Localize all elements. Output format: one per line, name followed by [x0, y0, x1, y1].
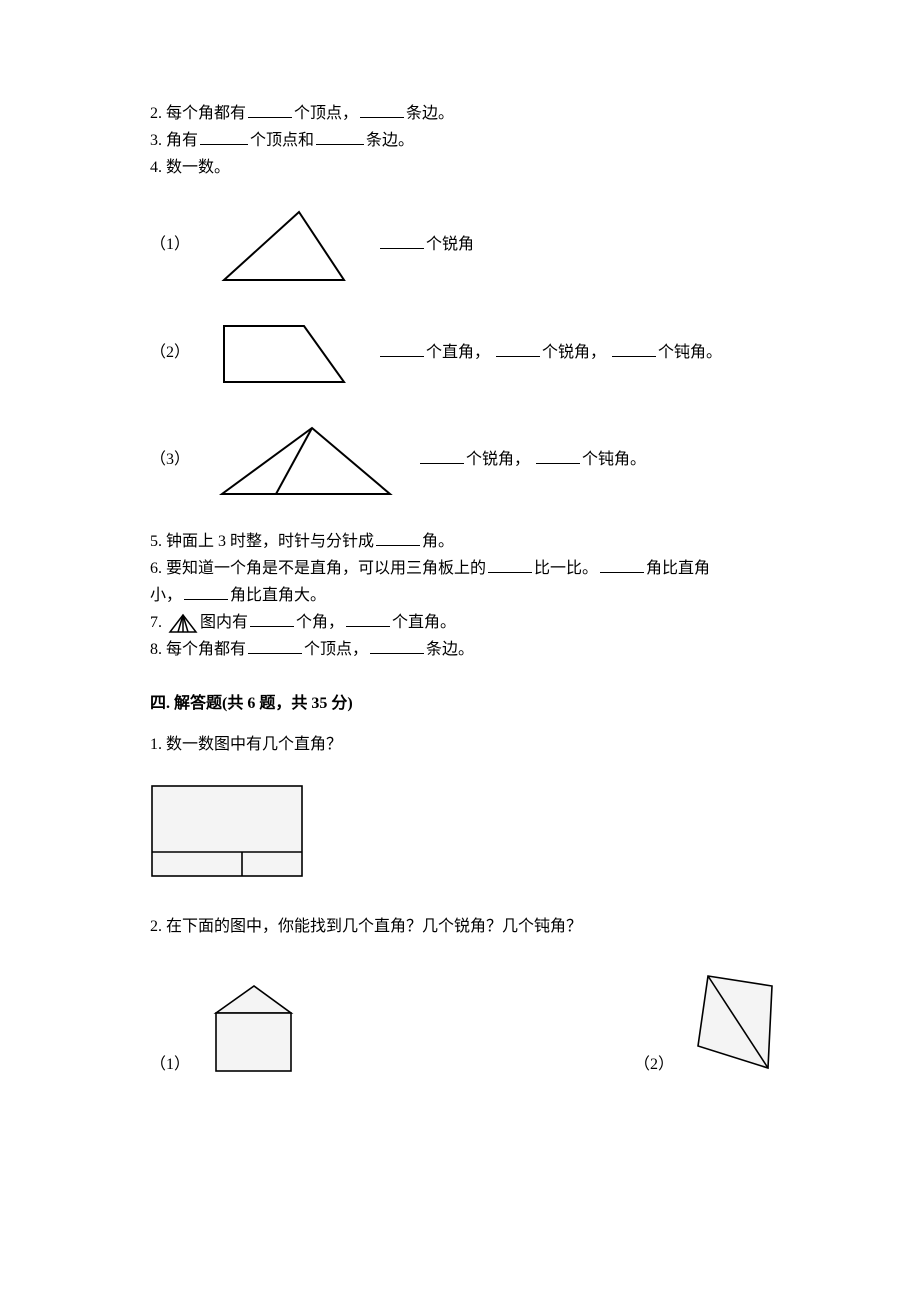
text: 图内有	[200, 614, 248, 631]
text: 个顶点和	[250, 132, 314, 149]
q4-part1: （1） 个锐角	[150, 200, 790, 290]
text: 5. 钟面上 3 时整，时针与分针成	[150, 533, 374, 550]
q4-part2: （2） 个直角， 个锐角， 个钝角。	[150, 314, 790, 392]
text: 个锐角，	[542, 344, 606, 361]
blank[interactable]	[600, 556, 644, 573]
question-6: 6. 要知道一个角是不是直角，可以用三角板上的 比一比。 角比直角 小， 角比直角大。	[150, 555, 790, 609]
blank[interactable]	[360, 101, 404, 118]
question-2: 2. 每个角都有 个顶点， 条边。	[150, 100, 790, 127]
part-number: （1）	[150, 1051, 206, 1078]
section-4-q2-figures: （1） （2）	[150, 968, 790, 1078]
text: 7.	[150, 614, 166, 631]
small-triangle-icon	[168, 612, 198, 634]
answer-group: 个锐角	[378, 231, 474, 258]
text: 个直角，	[426, 344, 490, 361]
text: 个顶点，	[294, 105, 358, 122]
worksheet-page: 2. 每个角都有个顶点，条边。 3. 角有个顶点和条边。 4. 数一数。 （1）…	[0, 0, 920, 1178]
part-number: （2）	[634, 1051, 690, 1078]
house-shape-icon	[206, 978, 301, 1078]
text: 角比直角大。	[230, 587, 326, 604]
question-7: 7. 图内有 个角， 个直角。	[150, 609, 790, 636]
blank[interactable]	[376, 529, 420, 546]
text: 个钝角。	[582, 451, 646, 468]
text: 条边。	[366, 132, 414, 149]
rect-divided-figure	[150, 784, 790, 879]
blank[interactable]	[248, 101, 292, 118]
text: 3. 角有	[150, 132, 198, 149]
blank[interactable]	[380, 232, 424, 249]
blank[interactable]	[250, 610, 294, 627]
text: 个锐角	[426, 236, 474, 253]
text: 个顶点，	[304, 641, 368, 658]
text: 2. 每个角都有	[150, 105, 246, 122]
blank[interactable]	[346, 610, 390, 627]
triangle-icon	[204, 200, 364, 290]
text: 8. 每个角都有	[150, 641, 246, 658]
blank[interactable]	[612, 340, 656, 357]
text: 个直角。	[392, 614, 456, 631]
blank[interactable]	[184, 583, 228, 600]
trapezoid-icon	[204, 314, 364, 392]
answer-group: 个锐角， 个钝角。	[418, 446, 646, 473]
blank[interactable]	[496, 340, 540, 357]
text: 角比直角	[646, 560, 710, 577]
blank[interactable]	[420, 447, 464, 464]
part-number: （1）	[150, 231, 204, 258]
blank[interactable]	[488, 556, 532, 573]
section-4-q1: 1. 数一数图中有几个直角？	[150, 731, 790, 758]
blank[interactable]	[316, 128, 364, 145]
text: 小，	[150, 587, 182, 604]
text: 比一比。	[534, 560, 598, 577]
blank[interactable]	[380, 340, 424, 357]
text: 条边。	[406, 105, 454, 122]
text: 条边。	[426, 641, 474, 658]
quad-diagonal-icon	[690, 968, 790, 1078]
blank[interactable]	[370, 637, 424, 654]
blank[interactable]	[200, 128, 248, 145]
text: 角。	[422, 533, 454, 550]
question-5: 5. 钟面上 3 时整，时针与分针成 角。	[150, 528, 790, 555]
text: 个角，	[296, 614, 344, 631]
part-number: （3）	[150, 446, 204, 473]
text: 个锐角，	[466, 451, 530, 468]
blank[interactable]	[248, 637, 302, 654]
part-number: （2）	[150, 339, 204, 366]
question-3: 3. 角有 个顶点和 条边。	[150, 127, 790, 154]
split-triangle-icon	[204, 416, 404, 504]
section-4-q2: 2. 在下面的图中，你能找到几个直角？几个锐角？几个钝角？	[150, 913, 790, 940]
question-4-title: 4. 数一数。	[150, 154, 790, 181]
answer-group: 个直角， 个锐角， 个钝角。	[378, 339, 722, 366]
text: 个钝角。	[658, 344, 722, 361]
blank[interactable]	[536, 447, 580, 464]
text: 6. 要知道一个角是不是直角，可以用三角板上的	[150, 560, 486, 577]
section-4-title: 四. 解答题(共 6 题，共 35 分)	[150, 690, 790, 717]
question-8: 8. 每个角都有 个顶点， 条边。	[150, 636, 790, 663]
q4-part3: （3） 个锐角， 个钝角。	[150, 416, 790, 504]
